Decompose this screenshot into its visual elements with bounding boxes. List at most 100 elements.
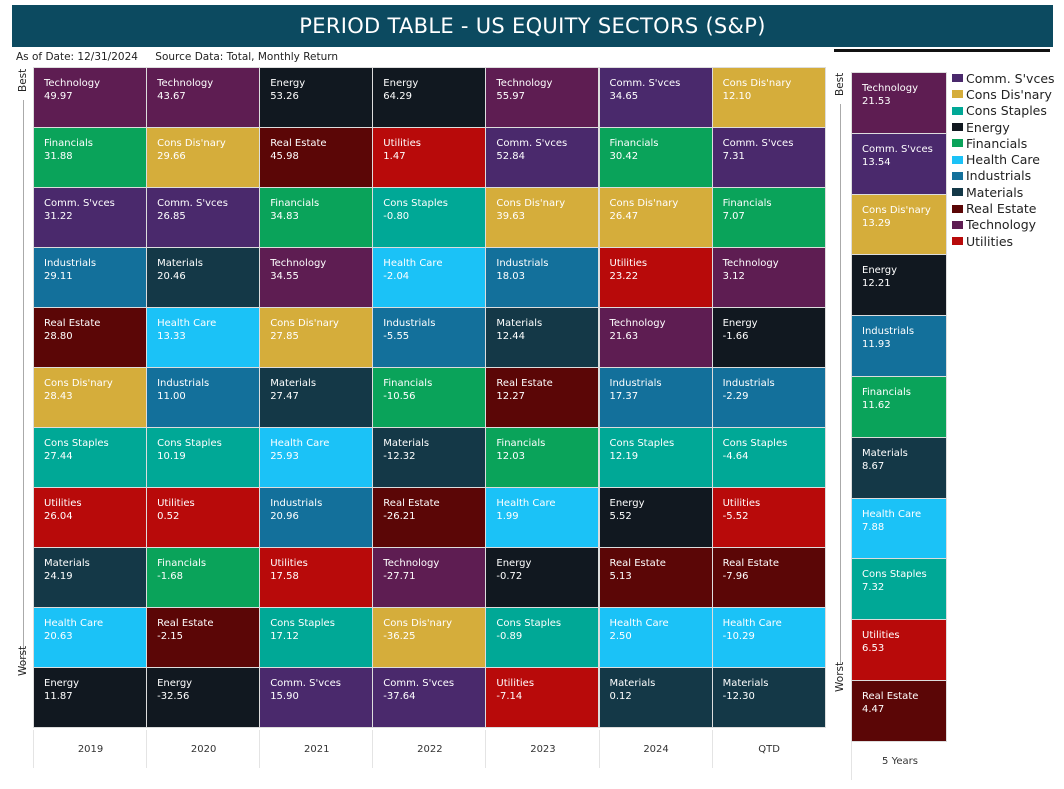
return-value: 7.32 bbox=[862, 582, 885, 594]
return-value: 0.12 bbox=[609, 691, 632, 702]
return-value: 1.99 bbox=[496, 511, 519, 522]
table-cell: Materials 27.47 bbox=[259, 367, 374, 428]
table-cell: Financials -1.68 bbox=[146, 547, 261, 608]
legend-item: Cons Staples bbox=[952, 103, 1055, 119]
table-cell: Cons Staples -4.64 bbox=[711, 427, 826, 488]
table-cell: Real Estate 28.80 bbox=[33, 307, 148, 368]
return-value: 34.83 bbox=[270, 211, 299, 222]
sector-name: Health Care bbox=[862, 508, 922, 520]
table-cell: Energy 5.52 bbox=[598, 487, 713, 548]
return-value: 13.29 bbox=[862, 217, 891, 229]
legend-item: Industrials bbox=[952, 168, 1055, 184]
sector-name: Industrials bbox=[157, 378, 210, 389]
table-cell: Comm. S'vces -37.64 bbox=[372, 667, 487, 728]
return-value: 2.50 bbox=[609, 631, 632, 642]
table-cell: Energy -0.72 bbox=[485, 547, 600, 608]
sector-name: Comm. S'vces bbox=[44, 198, 115, 209]
return-value: 34.65 bbox=[609, 91, 639, 102]
return-value: 29.66 bbox=[157, 151, 186, 162]
legend-swatch bbox=[952, 237, 963, 246]
return-value: -0.80 bbox=[383, 211, 410, 222]
return-value: 7.88 bbox=[862, 521, 885, 533]
table-cell: Industrials 11.00 bbox=[146, 367, 261, 428]
worst-label-5y: Worst bbox=[834, 661, 846, 692]
legend-swatch bbox=[952, 106, 963, 115]
worst-label: Worst bbox=[17, 645, 29, 676]
sector-name: Materials bbox=[157, 258, 203, 269]
return-value: 1.47 bbox=[383, 151, 406, 162]
return-value: 20.46 bbox=[157, 271, 186, 282]
sector-name: Financials bbox=[157, 558, 207, 569]
sector-name: Cons Dis'nary bbox=[609, 198, 679, 209]
table-cell: Cons Dis'nary 13.29 bbox=[851, 193, 947, 256]
return-value: -10.56 bbox=[383, 391, 416, 402]
table-cell: Financials 7.07 bbox=[711, 187, 826, 248]
table-cell: Materials 0.12 bbox=[598, 667, 713, 728]
table-cell: Real Estate -2.15 bbox=[146, 607, 261, 668]
table-cell: Comm. S'vces 26.85 bbox=[146, 187, 261, 248]
sector-name: Materials bbox=[496, 318, 543, 329]
legend-item: Financials bbox=[952, 135, 1055, 151]
table-cell: Cons Staples 10.19 bbox=[146, 427, 261, 488]
return-value: 12.44 bbox=[496, 331, 526, 342]
sector-name: Cons Staples bbox=[609, 438, 675, 449]
sector-name: Technology bbox=[722, 258, 779, 269]
sector-name: Real Estate bbox=[609, 558, 666, 569]
legend-label: Utilities bbox=[966, 233, 1014, 249]
return-value: 17.12 bbox=[270, 631, 299, 642]
table-cell: Health Care 25.93 bbox=[259, 427, 374, 488]
return-value: 8.67 bbox=[862, 460, 885, 472]
table-cell: Utilities 17.58 bbox=[259, 547, 374, 608]
return-value: -7.96 bbox=[722, 571, 749, 582]
table-cell: Technology 49.97 bbox=[33, 67, 148, 128]
return-value: -12.30 bbox=[722, 691, 755, 702]
page-title: PERIOD TABLE - US EQUITY SECTORS (S&P) bbox=[12, 5, 1053, 47]
sector-name: Comm. S'vces bbox=[383, 678, 455, 689]
table-cell: Real Estate 4.47 bbox=[851, 680, 947, 742]
return-value: -5.52 bbox=[722, 511, 749, 522]
return-value: 11.87 bbox=[44, 691, 73, 702]
table-cell: Energy 53.26 bbox=[259, 67, 374, 128]
table-cell: Real Estate 45.98 bbox=[259, 127, 374, 188]
sector-name: Utilities bbox=[383, 138, 421, 149]
table-cell: Financials 12.03 bbox=[485, 427, 600, 488]
return-value: 11.93 bbox=[862, 339, 891, 351]
sector-name: Cons Dis'nary bbox=[722, 78, 792, 89]
table-cell: Cons Dis'nary 29.66 bbox=[146, 127, 261, 188]
column-label: 2023 bbox=[485, 730, 599, 768]
sector-name: Cons Staples bbox=[862, 569, 927, 581]
return-value: 13.54 bbox=[862, 156, 891, 168]
sector-name: Real Estate bbox=[722, 558, 779, 569]
return-value: 24.19 bbox=[44, 571, 73, 582]
table-cell: Energy 11.87 bbox=[33, 667, 148, 728]
return-value: 12.19 bbox=[609, 451, 639, 462]
sector-name: Comm. S'vces bbox=[722, 138, 794, 149]
sector-name: Energy bbox=[383, 78, 419, 89]
table-cell: Industrials 17.37 bbox=[598, 367, 713, 428]
table-cell: Comm. S'vces 31.22 bbox=[33, 187, 148, 248]
return-value: -36.25 bbox=[383, 631, 416, 642]
return-value: 27.47 bbox=[270, 391, 299, 402]
sector-name: Real Estate bbox=[270, 138, 327, 149]
sector-name: Materials bbox=[722, 678, 769, 689]
return-value: 25.93 bbox=[270, 451, 299, 462]
table-cell: Comm. S'vces 34.65 bbox=[598, 67, 713, 128]
legend-item: Real Estate bbox=[952, 200, 1055, 216]
legend-swatch bbox=[952, 90, 963, 99]
sector-name: Energy bbox=[270, 78, 306, 89]
return-value: 64.29 bbox=[383, 91, 412, 102]
sector-name: Health Care bbox=[609, 618, 669, 629]
table-cell: Health Care 7.88 bbox=[851, 497, 947, 560]
return-value: 5.52 bbox=[609, 511, 632, 522]
return-value: 30.42 bbox=[609, 151, 639, 162]
table-cell: Utilities 0.52 bbox=[146, 487, 261, 548]
table-cell: Comm. S'vces 52.84 bbox=[485, 127, 600, 188]
table-cell: Cons Dis'nary 26.47 bbox=[598, 187, 713, 248]
sub-info: As of Date: 12/31/2024 Source Data: Tota… bbox=[16, 51, 352, 63]
sector-name: Real Estate bbox=[157, 618, 214, 629]
sector-name: Cons Dis'nary bbox=[157, 138, 226, 149]
sector-name: Technology bbox=[157, 78, 214, 89]
legend: Comm. S'vces Cons Dis'nary Cons Staples Ene… bbox=[952, 70, 1055, 249]
table-cell: Utilities 23.22 bbox=[598, 247, 713, 308]
sector-name: Utilities bbox=[270, 558, 308, 569]
